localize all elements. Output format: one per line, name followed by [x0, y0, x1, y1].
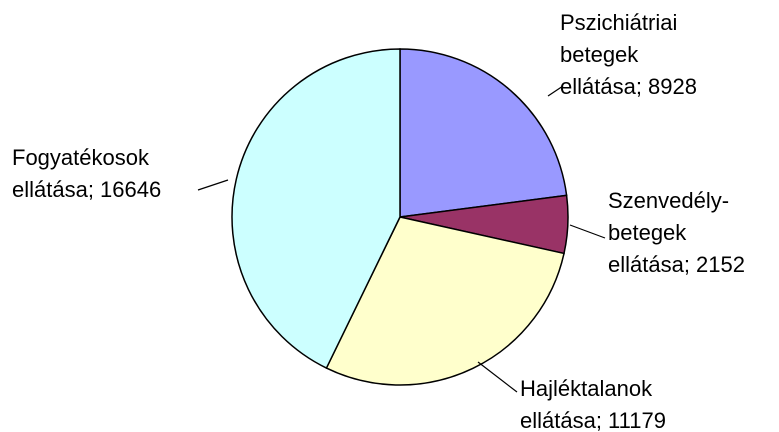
pie-slice: [325, 216, 565, 386]
slice-label: Hajléktalanok: [520, 376, 653, 401]
pie-slice: [231, 48, 401, 370]
slice-label: Fogyatékosok: [12, 145, 150, 170]
leader-line: [197, 179, 229, 191]
slice-label: betegek: [560, 42, 639, 67]
leader-line: [569, 224, 606, 239]
leader-line: [547, 85, 564, 97]
slice-label: Szenvedély-: [608, 188, 729, 213]
pie-slice: [399, 48, 568, 218]
slice-label: Pszichiátriai: [560, 10, 677, 35]
slice-label: ellátása; 16646: [12, 177, 161, 202]
slice-label: ellátása; 8928: [560, 74, 697, 99]
slice-label: ellátása; 2152: [608, 252, 745, 277]
slice-label: betegek: [608, 220, 687, 245]
slice-label: ellátása; 11179: [520, 408, 666, 432]
leader-line: [477, 361, 518, 393]
